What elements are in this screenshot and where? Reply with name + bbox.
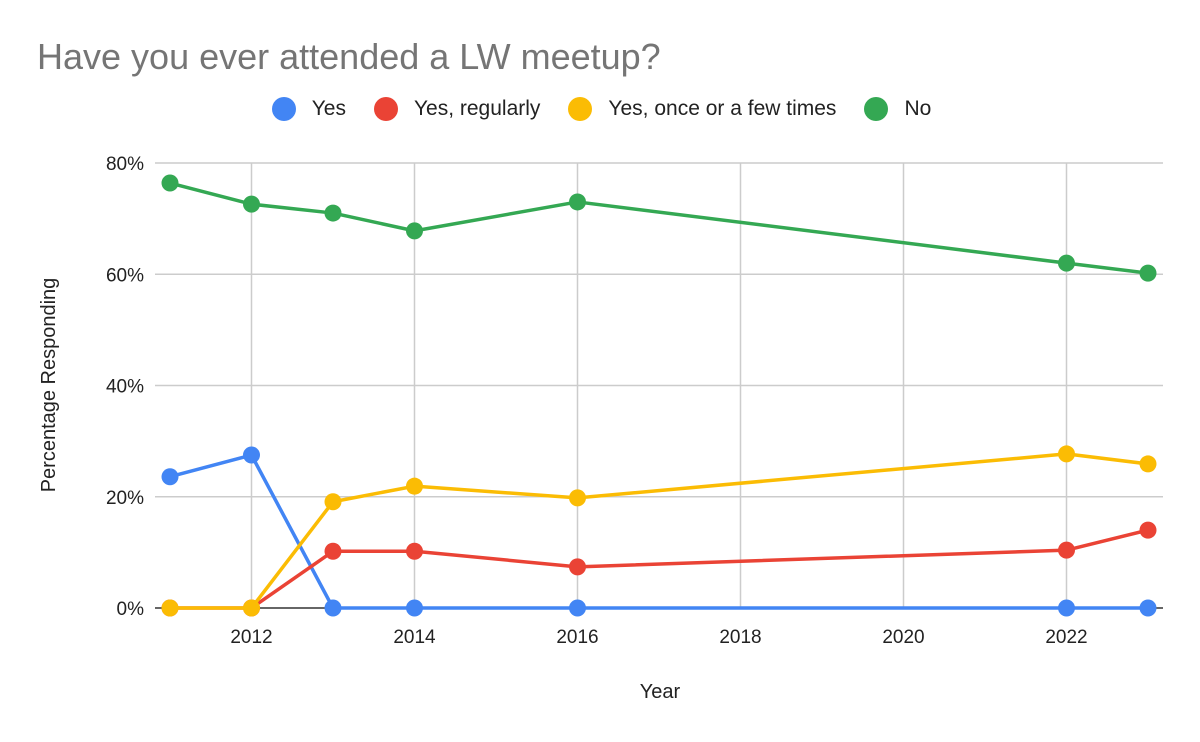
legend-swatch-yes-once <box>568 97 593 121</box>
x-tick-label: 2014 <box>393 627 436 648</box>
data-point-yes[interactable] <box>1139 599 1157 617</box>
data-point-yes-once-or-a-few-times[interactable] <box>1139 455 1157 473</box>
data-point-no[interactable] <box>406 222 423 240</box>
legend-label-yes-once: Yes, once or a few times <box>608 97 837 120</box>
y-tick-label: 0% <box>117 599 145 620</box>
legend-swatch-no <box>864 97 889 121</box>
series <box>161 174 1157 617</box>
series-line-no <box>169 181 1149 275</box>
data-point-yes-once-or-a-few-times[interactable] <box>569 489 586 507</box>
legend-swatch-yes-regularly <box>373 97 398 121</box>
data-point-yes[interactable] <box>324 599 342 617</box>
data-point-yes-once-or-a-few-times[interactable] <box>161 599 179 617</box>
data-point-yes-regularly[interactable] <box>406 542 423 560</box>
data-point-yes[interactable] <box>406 599 423 617</box>
chart-title: Have you ever attended a LW meetup? <box>37 36 661 77</box>
x-axis-title: Year <box>640 681 681 703</box>
data-point-yes-once-or-a-few-times[interactable] <box>1058 445 1075 463</box>
axes: 0% 20% 40% 60% 80% 2012 2014 2016 2018 2020 2022 <box>106 154 1163 648</box>
data-point-no[interactable] <box>161 174 179 192</box>
y-tick-label: 20% <box>106 488 144 509</box>
x-tick-label: 2016 <box>556 627 598 648</box>
data-point-no[interactable] <box>324 204 342 222</box>
legend-label-yes-regularly: Yes, regularly <box>413 97 541 120</box>
legend-item-yes-regularly[interactable]: Yes, regularly <box>373 97 541 121</box>
legend-label-no: No <box>904 97 932 120</box>
data-point-yes[interactable] <box>569 599 586 617</box>
legend-swatch-yes <box>271 97 296 121</box>
legend-label-yes: Yes <box>311 97 346 120</box>
data-point-yes[interactable] <box>243 446 260 464</box>
data-point-yes-once-or-a-few-times[interactable] <box>406 477 423 495</box>
y-axis-title: Percentage Responding <box>38 278 60 493</box>
data-point-no[interactable] <box>1139 264 1157 282</box>
data-point-yes-once-or-a-few-times[interactable] <box>324 493 342 511</box>
data-point-yes[interactable] <box>161 468 179 486</box>
y-tick-label: 40% <box>106 377 144 398</box>
x-tick-label: 2012 <box>230 627 272 648</box>
data-point-yes-regularly[interactable] <box>324 542 342 560</box>
x-tick-label: 2020 <box>882 627 924 648</box>
data-point-yes[interactable] <box>1058 599 1075 617</box>
data-point-no[interactable] <box>569 193 586 211</box>
y-tick-label: 80% <box>106 154 144 175</box>
legend-item-yes[interactable]: Yes <box>271 97 346 121</box>
legend: Yes Yes, regularly Yes, once or a few ti… <box>0 97 1200 121</box>
series-yes <box>161 446 1157 617</box>
legend-item-no[interactable]: No <box>864 97 931 121</box>
series-line-yes-regularly <box>170 528 1149 610</box>
series-no <box>161 174 1157 282</box>
series-line-yes-once-or-a-few-times <box>170 452 1149 610</box>
data-point-yes-once-or-a-few-times[interactable] <box>243 599 260 617</box>
gridlines <box>155 162 1163 608</box>
data-point-no[interactable] <box>243 195 260 213</box>
data-point-yes-regularly[interactable] <box>1139 521 1157 539</box>
series-yes-once-or-a-few-times <box>161 445 1157 617</box>
data-point-no[interactable] <box>1058 254 1075 272</box>
data-point-yes-regularly[interactable] <box>569 558 586 576</box>
series-line-yes <box>169 453 1148 610</box>
x-tick-label: 2022 <box>1045 627 1087 648</box>
y-tick-label: 60% <box>106 265 144 286</box>
data-point-yes-regularly[interactable] <box>1058 541 1075 559</box>
legend-item-yes-once[interactable]: Yes, once or a few times <box>568 97 836 121</box>
x-tick-label: 2018 <box>719 627 761 648</box>
